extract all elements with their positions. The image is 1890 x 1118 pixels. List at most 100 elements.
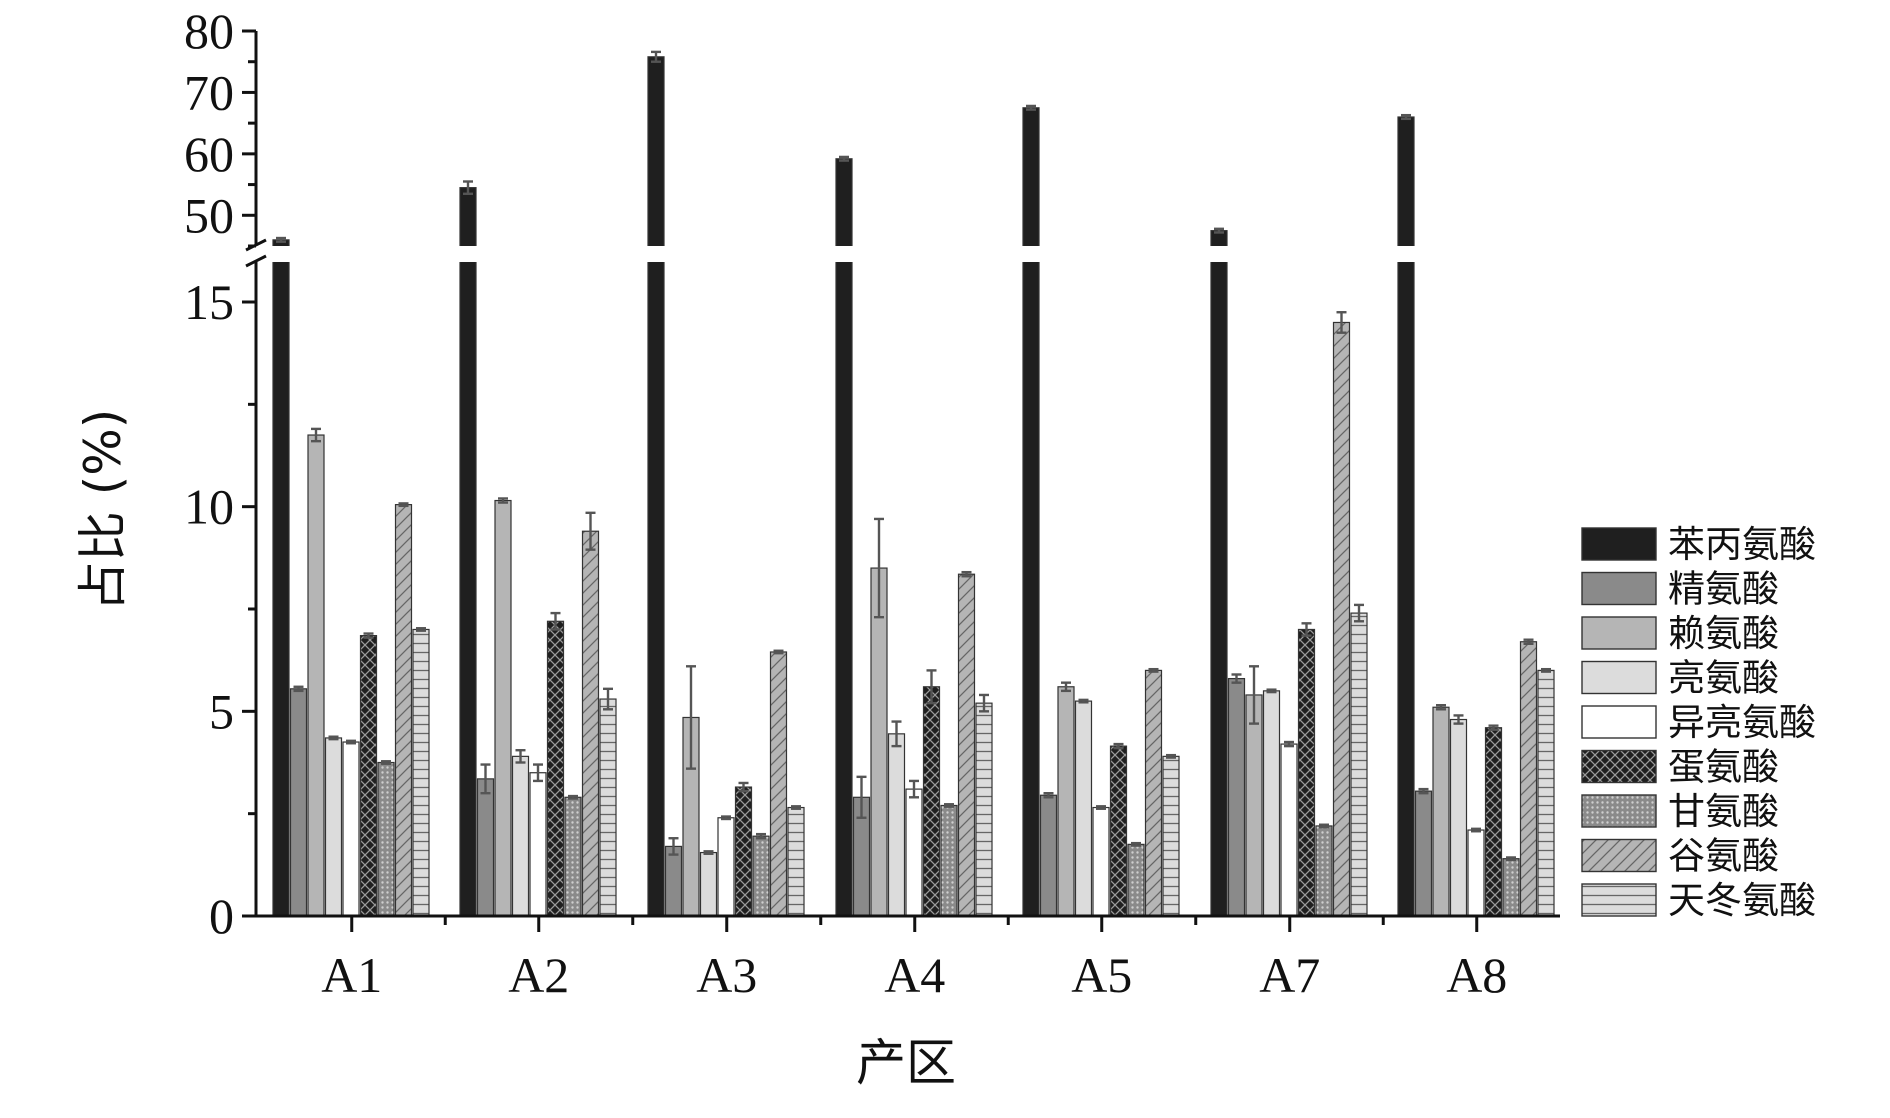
error-bar-A5-series-9 bbox=[1166, 753, 1176, 759]
y-tick-label-15: 15 bbox=[184, 274, 234, 330]
error-bar-A3-series-7 bbox=[756, 832, 766, 840]
bar-break-gap bbox=[1397, 246, 1416, 262]
error-bar-A4-series-6 bbox=[926, 669, 937, 705]
bar-A4-series-6 bbox=[922, 686, 941, 917]
error-bar-A5-series-6 bbox=[1113, 742, 1124, 750]
bar-A7-series-7 bbox=[1315, 825, 1333, 917]
legend-swatch bbox=[1581, 838, 1657, 873]
error-bar-A2-series-1 bbox=[463, 180, 473, 195]
y-tick-label-70: 70 bbox=[184, 64, 234, 120]
bar-A3-series-6 bbox=[734, 786, 753, 917]
error-bar-A8-series-3 bbox=[1436, 703, 1446, 711]
bar-A3-series-5 bbox=[717, 817, 735, 917]
error-bar-A4-series-2 bbox=[856, 775, 867, 819]
error-bar-A3-series-3 bbox=[686, 665, 696, 770]
error-bar-A5-series-4 bbox=[1078, 698, 1089, 704]
bar-A3-series-4 bbox=[699, 851, 718, 917]
bar-group-A2 bbox=[459, 180, 617, 917]
bar-A7-series-6 bbox=[1297, 628, 1316, 917]
legend-label: 天冬氨酸 bbox=[1668, 879, 1816, 922]
error-bar-A4-series-9 bbox=[979, 693, 989, 713]
bar-A2-series-1 bbox=[459, 187, 477, 917]
bar-A2-series-2 bbox=[476, 778, 495, 917]
bar-A3-series-8 bbox=[769, 651, 788, 917]
legend-swatch bbox=[1581, 571, 1657, 606]
bar-A5-series-3 bbox=[1057, 686, 1075, 917]
error-bar-A2-series-6 bbox=[550, 611, 561, 631]
bar-A3-series-1 bbox=[647, 56, 665, 917]
bar-group-A8 bbox=[1397, 113, 1555, 917]
error-bar-A7-series-7 bbox=[1319, 823, 1329, 829]
legend-item-8: 谷氨酸 bbox=[1581, 835, 1779, 878]
error-bar-A5-series-1 bbox=[1026, 104, 1036, 111]
y-axis-title: 占比 (%) bbox=[74, 409, 132, 611]
x-tick-label-A5: A5 bbox=[1071, 947, 1132, 1003]
error-bar-A3-series-1 bbox=[651, 50, 661, 63]
error-bar-A1-series-8 bbox=[398, 502, 409, 508]
bar-A4-series-1 bbox=[835, 158, 853, 917]
y-tick-label-0: 0 bbox=[209, 888, 234, 944]
bar-group-A4 bbox=[835, 155, 993, 917]
error-bar-A8-series-6 bbox=[1488, 724, 1499, 731]
bar-A8-series-8 bbox=[1519, 641, 1538, 917]
bar-A4-series-3 bbox=[870, 567, 888, 917]
bar-A5-series-6 bbox=[1109, 745, 1128, 917]
legend-item-1: 苯丙氨酸 bbox=[1581, 523, 1816, 566]
bar-A2-series-8 bbox=[581, 530, 600, 917]
error-bar-A3-series-5 bbox=[721, 815, 731, 821]
x-axis-label: 产区 bbox=[856, 1034, 956, 1092]
legend-label: 苯丙氨酸 bbox=[1668, 523, 1816, 566]
error-bar-A5-series-3 bbox=[1061, 681, 1071, 693]
error-bar-A8-series-1 bbox=[1401, 113, 1411, 121]
legend-swatch bbox=[1581, 616, 1657, 650]
error-bar-A2-series-3 bbox=[498, 497, 508, 504]
legend-item-3: 赖氨酸 bbox=[1581, 612, 1779, 655]
bar-A7-series-1 bbox=[1210, 230, 1228, 917]
bar-A1-series-7 bbox=[377, 761, 395, 917]
error-bar-A4-series-4 bbox=[891, 720, 902, 748]
error-bar-A5-series-7 bbox=[1131, 841, 1141, 847]
error-bar-A4-series-5 bbox=[909, 779, 919, 799]
error-bar-A7-series-3 bbox=[1249, 665, 1259, 725]
error-bar-A4-series-3 bbox=[874, 517, 884, 619]
bar-A5-series-2 bbox=[1039, 794, 1058, 917]
bar-break-gap bbox=[459, 246, 478, 262]
legend-item-6: 蛋氨酸 bbox=[1581, 746, 1779, 789]
legend-label: 赖氨酸 bbox=[1668, 612, 1779, 655]
legend-label: 异亮氨酸 bbox=[1668, 701, 1816, 744]
error-bar-A5-series-8 bbox=[1148, 667, 1159, 673]
bar-group-A5 bbox=[1022, 104, 1180, 917]
error-bar-A1-series-6 bbox=[363, 632, 374, 639]
bar-A4-series-8 bbox=[957, 573, 976, 917]
bar-A8-series-5 bbox=[1467, 829, 1485, 917]
error-bar-A1-series-1 bbox=[276, 236, 286, 243]
bar-A1-series-1 bbox=[272, 239, 290, 917]
x-axis-title: 产区 bbox=[856, 1034, 956, 1092]
bar-break-gap bbox=[1210, 246, 1229, 262]
axis-break-mark-lower bbox=[245, 254, 267, 268]
bar-break-gap bbox=[647, 246, 666, 262]
legend-item-5: 异亮氨酸 bbox=[1581, 701, 1816, 744]
error-bar-A1-series-2 bbox=[293, 685, 304, 693]
bar-A1-series-9 bbox=[412, 628, 430, 917]
legend-item-2: 精氨酸 bbox=[1581, 568, 1779, 611]
legend-swatch bbox=[1581, 883, 1657, 917]
bar-A4-series-5 bbox=[905, 788, 923, 917]
y-axis-label: 占比 (%) bbox=[74, 409, 132, 611]
bar-A7-series-5 bbox=[1280, 743, 1298, 917]
bar-A5-series-1 bbox=[1022, 107, 1040, 917]
error-bar-A1-series-3 bbox=[311, 427, 321, 443]
error-bar-A4-series-8 bbox=[961, 570, 972, 578]
bar-A5-series-5 bbox=[1092, 806, 1110, 917]
y-tick-label-50: 50 bbox=[184, 187, 234, 243]
bar-A2-series-4 bbox=[511, 755, 530, 917]
bar-A8-series-1 bbox=[1397, 116, 1415, 917]
x-tick-label-A7: A7 bbox=[1259, 947, 1320, 1003]
error-bar-A1-series-7 bbox=[381, 760, 391, 765]
legend-label: 蛋氨酸 bbox=[1668, 746, 1779, 789]
bar-A4-series-7 bbox=[940, 804, 958, 917]
bar-A8-series-4 bbox=[1449, 718, 1468, 917]
error-bar-A3-series-2 bbox=[668, 837, 679, 856]
error-bar-A3-series-6 bbox=[738, 781, 749, 793]
